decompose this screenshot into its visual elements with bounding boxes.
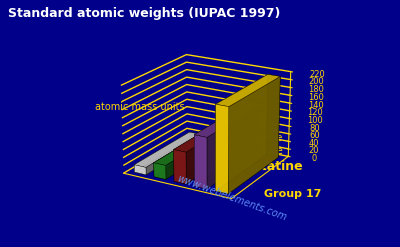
Text: www.webelements.com: www.webelements.com: [176, 173, 288, 222]
Text: Standard atomic weights (IUPAC 1997): Standard atomic weights (IUPAC 1997): [8, 7, 280, 21]
